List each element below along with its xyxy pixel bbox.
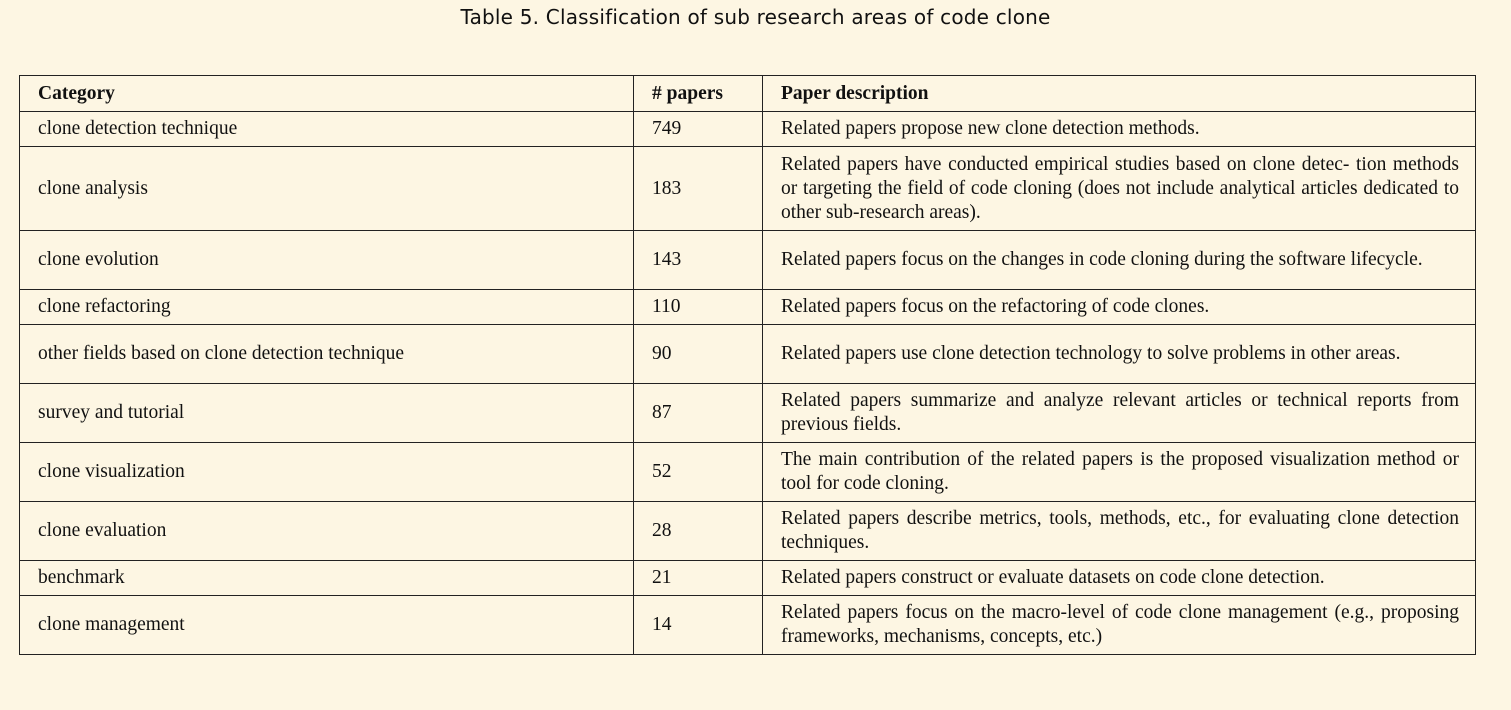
category-cell: clone evaluation xyxy=(19,501,634,561)
table-row: benchmark 21 Related papers construct or… xyxy=(19,560,1476,596)
table-header-row: Category # papers Paper description xyxy=(19,75,1476,112)
category-cell: clone evolution xyxy=(19,230,634,290)
header-category: Category xyxy=(19,75,634,112)
category-cell: clone analysis xyxy=(19,146,634,231)
table-row: clone evolution 143 Related papers focus… xyxy=(19,230,1476,290)
papers-cell: 87 xyxy=(633,383,763,443)
table-row: clone detection technique 749 Related pa… xyxy=(19,111,1476,147)
description-cell: Related papers use clone detection techn… xyxy=(762,324,1476,384)
papers-cell: 749 xyxy=(633,111,763,147)
table-caption: Table 5. Classification of sub research … xyxy=(460,5,1051,29)
description-cell: Related papers have conducted empirical … xyxy=(762,146,1476,231)
category-cell: clone detection technique xyxy=(19,111,634,147)
description-cell: Related papers describe metrics, tools, … xyxy=(762,501,1476,561)
table-row: survey and tutorial 87 Related papers su… xyxy=(19,383,1476,443)
table-row: clone analysis 183 Related papers have c… xyxy=(19,146,1476,231)
description-cell: Related papers propose new clone detecti… xyxy=(762,111,1476,147)
description-cell: Related papers focus on the changes in c… xyxy=(762,230,1476,290)
table-row: clone visualization 52 The main contribu… xyxy=(19,442,1476,502)
table-row: other fields based on clone detection te… xyxy=(19,324,1476,384)
description-cell: Related papers summarize and analyze rel… xyxy=(762,383,1476,443)
description-cell: Related papers focus on the macro-level … xyxy=(762,595,1476,655)
category-cell: clone refactoring xyxy=(19,289,634,325)
classification-table: Category # papers Paper description clon… xyxy=(19,75,1476,655)
header-papers: # papers xyxy=(633,75,763,112)
table-row: clone refactoring 110 Related papers foc… xyxy=(19,289,1476,325)
papers-cell: 14 xyxy=(633,595,763,655)
papers-cell: 52 xyxy=(633,442,763,502)
description-cell: The main contribution of the related pap… xyxy=(762,442,1476,502)
papers-cell: 21 xyxy=(633,560,763,596)
category-cell: clone visualization xyxy=(19,442,634,502)
category-cell: benchmark xyxy=(19,560,634,596)
category-cell: survey and tutorial xyxy=(19,383,634,443)
header-description: Paper description xyxy=(762,75,1476,112)
papers-cell: 28 xyxy=(633,501,763,561)
table-row: clone evaluation 28 Related papers descr… xyxy=(19,501,1476,561)
papers-cell: 110 xyxy=(633,289,763,325)
papers-cell: 90 xyxy=(633,324,763,384)
category-cell: other fields based on clone detection te… xyxy=(19,324,634,384)
papers-cell: 183 xyxy=(633,146,763,231)
papers-cell: 143 xyxy=(633,230,763,290)
description-cell: Related papers focus on the refactoring … xyxy=(762,289,1476,325)
description-cell: Related papers construct or evaluate dat… xyxy=(762,560,1476,596)
table-row: clone management 14 Related papers focus… xyxy=(19,595,1476,655)
category-cell: clone management xyxy=(19,595,634,655)
